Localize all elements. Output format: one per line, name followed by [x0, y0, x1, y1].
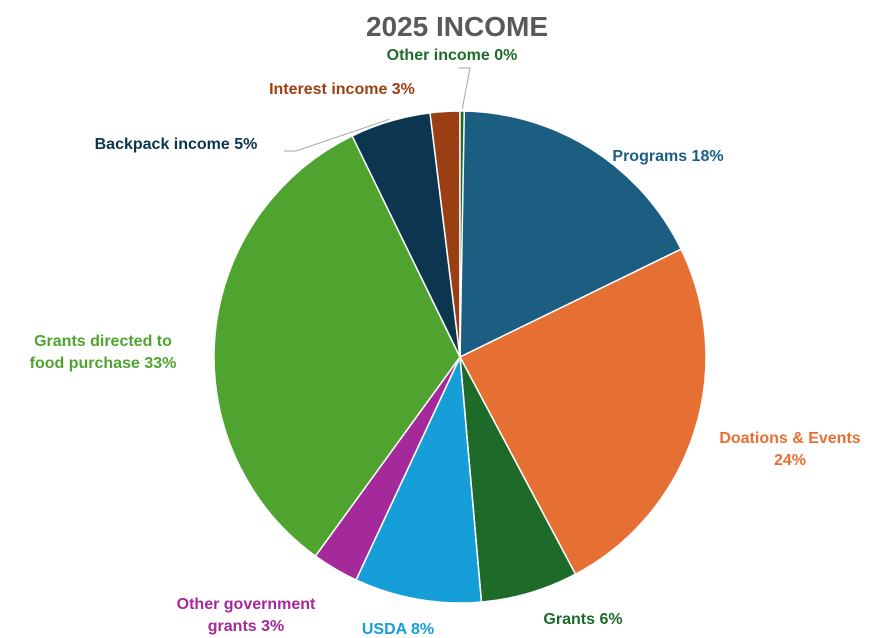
slice-label: Other income 0% [387, 47, 518, 64]
slice-label: Grants 6% [543, 611, 622, 628]
slice-label: Interest income 3% [269, 81, 415, 98]
slice-label: Doations & Events 24% [719, 430, 860, 469]
slice-labels: Programs 18% Doations & Events 24% Grants 6… [30, 47, 861, 638]
chart-title: 2025 INCOME [366, 11, 548, 42]
pie-slice [459, 110, 466, 358]
leader-line [458, 67, 471, 110]
slice-label: Other government grants 3% [177, 596, 316, 635]
pie-slice [458, 248, 707, 576]
pie-slices [213, 110, 707, 604]
leader-line [284, 118, 390, 152]
pie-slice [213, 134, 461, 558]
pie-slice [355, 354, 483, 604]
pie-slice [459, 110, 683, 359]
slice-label: USDA 8% [362, 621, 434, 638]
leader-lines [284, 67, 471, 152]
slice-label: Grants directed to food purchase 33% [30, 333, 177, 372]
slice-label: Backpack income 5% [95, 136, 258, 153]
slice-label: Programs 18% [612, 148, 723, 165]
